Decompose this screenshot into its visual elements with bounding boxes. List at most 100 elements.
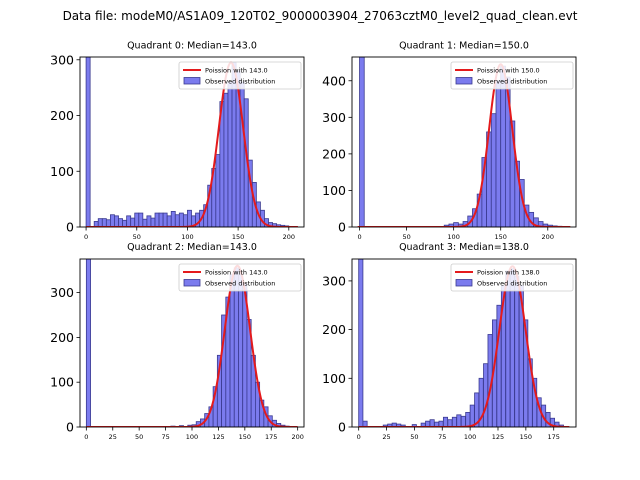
y-tick-label: 0: [338, 220, 346, 235]
subplot-quadrant-3: Quadrant 3: Median=138.0 0 25 50 75 100 125 15…: [322, 242, 577, 441]
y-tick-label: 100: [50, 164, 74, 179]
y-tick-label: 200: [322, 146, 346, 161]
y-tick-label: 200: [50, 330, 74, 345]
histogram-bar: [187, 209, 192, 227]
histogram-bar: [105, 219, 111, 227]
y-tick-label: 300: [50, 285, 74, 300]
x-tick-label: 175: [265, 433, 277, 441]
histogram-bar: [238, 274, 244, 427]
histogram-bar: [229, 274, 235, 427]
plot-area: [85, 57, 298, 227]
histogram-bar: [138, 212, 144, 227]
legend-frame: [450, 61, 574, 90]
poisson-curve: [357, 63, 571, 227]
histogram-bar: [146, 215, 152, 227]
y-tick-label: 100: [322, 183, 346, 198]
histogram-bar: [85, 259, 91, 427]
histogram-bar: [495, 80, 502, 227]
legend: Poission with 138.0 Observed distribution: [450, 263, 574, 292]
legend-bar-swatch: [455, 77, 473, 85]
subplot-quadrant-1: Quadrant 1: Median=150.0 0 50 100 150 200 0 10…: [322, 41, 577, 241]
y-tick-label: 0: [66, 420, 74, 435]
x-tick-label: 200: [283, 233, 295, 241]
histogram-bar: [447, 419, 453, 427]
subplot-quadrant-0: Quadrant 0: Median=143.0 0 50 100 150 200 0 10…: [50, 41, 305, 241]
histogram-bar: [215, 154, 221, 227]
x-tick-label: 50: [410, 433, 418, 441]
y-tick-label: 400: [322, 73, 346, 88]
y-tick-label: 100: [322, 371, 346, 386]
y-tick-label: 0: [66, 220, 74, 235]
plot-area: [358, 259, 570, 427]
legend: Poission with 143.0 Observed distribution: [178, 61, 302, 90]
x-tick-label: 100: [181, 233, 193, 241]
x-tick-label: 0: [84, 433, 88, 441]
histogram-bar: [110, 214, 115, 227]
x-tick-label: 0: [357, 233, 361, 241]
x-tick-label: 25: [382, 433, 390, 441]
histogram-bar: [442, 416, 449, 427]
x-tick-label: 150: [520, 433, 532, 441]
x-tick-label: 200: [291, 433, 303, 441]
x-tick-label: 50: [133, 233, 141, 241]
histogram-bar: [456, 414, 462, 427]
y-tick-label: 0: [338, 420, 346, 435]
histogram-bar: [359, 57, 365, 227]
histogram-bar: [358, 259, 364, 427]
histogram-bar: [451, 416, 457, 427]
histogram-bar: [126, 215, 132, 227]
y-tick-label: 300: [322, 110, 346, 125]
legend-bar-label: Observed distribution: [477, 280, 547, 288]
subplot-title: Quadrant 1: Median=150.0: [399, 41, 529, 52]
histogram-bar: [490, 113, 497, 227]
histogram-bar: [469, 404, 475, 427]
histogram-bar: [158, 212, 164, 227]
histogram-bar: [500, 65, 506, 227]
x-tick-label: 100: [447, 233, 459, 241]
histogram-bar: [114, 215, 119, 227]
x-tick-label: 125: [212, 433, 224, 441]
histogram-bar: [162, 212, 168, 227]
histogram-bar: [460, 415, 466, 427]
subplot-title: Quadrant 3: Median=138.0: [399, 242, 529, 253]
legend-bar-swatch: [183, 77, 201, 85]
histogram-bar: [97, 218, 103, 227]
legend: Poission with 150.0 Observed distribution: [450, 61, 574, 90]
histogram-bar: [101, 218, 107, 227]
y-tick-label: 200: [322, 322, 346, 337]
histogram-bar: [166, 215, 172, 227]
plot-area: [357, 57, 571, 227]
subplot-title: Quadrant 2: Median=143.0: [127, 242, 257, 253]
histogram-bar: [514, 275, 520, 427]
y-tick-label: 200: [50, 108, 74, 123]
histogram-bar: [122, 219, 128, 227]
legend-frame: [178, 61, 302, 90]
figure-suptitle: Data file: modeM0/AS1A09_120T02_90000039…: [63, 9, 578, 23]
histogram-bar: [182, 214, 188, 227]
subplot-title: Quadrant 0: Median=143.0: [127, 41, 257, 52]
histogram-bar: [429, 419, 435, 427]
axes-frame: [351, 56, 577, 228]
y-tick-label: 100: [50, 375, 74, 390]
x-tick-label: 75: [161, 433, 169, 441]
x-tick-label: 100: [464, 433, 476, 441]
x-tick-label: 0: [84, 233, 88, 241]
x-tick-label: 0: [357, 433, 361, 441]
histogram-bar: [134, 212, 140, 227]
histogram-bar: [142, 218, 148, 227]
histogram-bar: [154, 212, 160, 227]
poisson-curve: [86, 61, 298, 227]
legend-curve-label: Poission with 143.0: [205, 269, 268, 277]
histogram-bar: [150, 217, 156, 227]
x-tick-label: 150: [232, 233, 244, 241]
legend-frame: [450, 263, 574, 292]
legend-bar-label: Observed distribution: [477, 78, 547, 86]
legend-bar-swatch: [183, 279, 201, 287]
x-tick-label: 50: [402, 233, 410, 241]
subplot-quadrant-2: Quadrant 2: Median=143.0 0 25 50 75 100 125 15…: [50, 242, 305, 441]
histogram-bar: [483, 363, 489, 427]
y-tick-label: 300: [322, 273, 346, 288]
x-tick-label: 75: [438, 433, 446, 441]
legend: Poission with 143.0 Observed distribution: [178, 263, 302, 292]
